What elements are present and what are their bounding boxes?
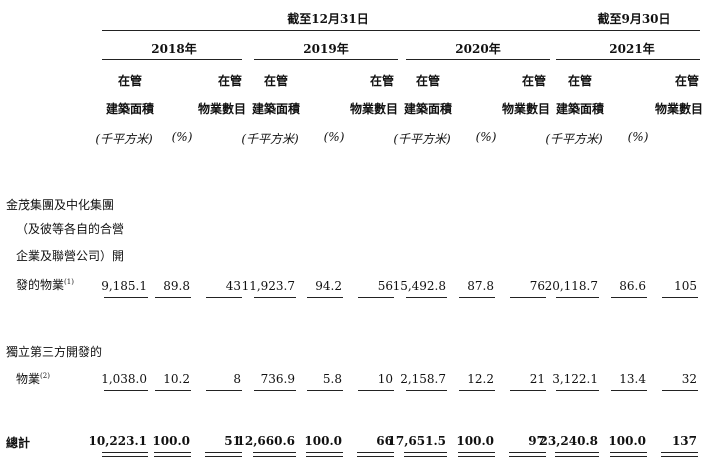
col-count-2018-line2: 物業數目 bbox=[197, 102, 247, 116]
r1-count-2019: 56 bbox=[377, 279, 393, 293]
col-gfa-2018-line2: 建築面積 bbox=[105, 102, 155, 116]
r1-gfa-2018: 9,185.1 bbox=[101, 279, 147, 293]
r1-gfa-2019: 11,923.7 bbox=[241, 279, 295, 293]
year-2018: 2018年 bbox=[151, 42, 197, 56]
r2-count-2018: 8 bbox=[233, 372, 241, 386]
r2-gfa-2019: 736.9 bbox=[260, 372, 295, 386]
col-gfa-2018-unit: (千平方米) bbox=[95, 132, 153, 146]
row2-footnote: (2) bbox=[40, 372, 50, 380]
r1-gfa-2020: 15,492.8 bbox=[392, 279, 446, 293]
total-count-2021: 137 bbox=[671, 434, 697, 448]
col-gfa-2020-line1: 在管 bbox=[415, 74, 441, 88]
r2-pct-2020: 12.2 bbox=[467, 372, 494, 386]
total-count-2020: 97 bbox=[528, 434, 545, 448]
col-gfa-2021-line1: 在管 bbox=[567, 74, 593, 88]
r1-count-2018: 43 bbox=[225, 279, 241, 293]
r2-count-2020: 21 bbox=[529, 372, 545, 386]
period-underline-september bbox=[556, 30, 700, 31]
total-pct-2018: 100.0 bbox=[152, 434, 190, 448]
total-gfa-2019: 12,660.6 bbox=[236, 434, 295, 448]
r1-pct-2021: 86.6 bbox=[619, 279, 646, 293]
total-pct-2020: 100.0 bbox=[456, 434, 494, 448]
col-pct-2019-unit: (%) bbox=[323, 130, 345, 144]
total-gfa-2021: 23,240.8 bbox=[539, 434, 598, 448]
col-gfa-2020-line2: 建築面積 bbox=[403, 102, 453, 116]
col-gfa-2021-unit: (千平方米) bbox=[545, 132, 603, 146]
col-count-2021-line1: 在管 bbox=[674, 74, 700, 88]
col-gfa-2019-line2: 建築面積 bbox=[251, 102, 301, 116]
total-pct-2021: 100.0 bbox=[608, 434, 646, 448]
year-underline-2021 bbox=[556, 59, 700, 60]
year-2021: 2021年 bbox=[609, 42, 655, 56]
row1-label-line2: （及彼等各自的合營 bbox=[16, 222, 125, 236]
col-count-2019-line1: 在管 bbox=[369, 74, 395, 88]
r2-gfa-2021: 3,122.1 bbox=[552, 372, 598, 386]
total-gfa-2020: 17,651.5 bbox=[387, 434, 446, 448]
total-pct-2019: 100.0 bbox=[304, 434, 342, 448]
row1-label-line3: 企業及聯營公司）開 bbox=[16, 249, 125, 263]
r1-pct-2018: 89.8 bbox=[163, 279, 190, 293]
r2-count-2019: 10 bbox=[377, 372, 393, 386]
col-count-2019-line2: 物業數目 bbox=[349, 102, 399, 116]
r2-gfa-2018: 1,038.0 bbox=[101, 372, 147, 386]
r1-count-2021: 105 bbox=[674, 279, 697, 293]
r1-pct-2019: 94.2 bbox=[315, 279, 342, 293]
row1-label-line4: 發的物業(1) bbox=[16, 278, 74, 292]
year-underline-2018 bbox=[102, 59, 242, 60]
year-underline-2020 bbox=[406, 59, 550, 60]
r1-gfa-2021: 20,118.7 bbox=[544, 279, 598, 293]
col-gfa-2018-line1: 在管 bbox=[117, 74, 143, 88]
r2-pct-2019: 5.8 bbox=[322, 372, 342, 386]
total-label: 總計 bbox=[6, 436, 31, 450]
total-count-2018: 51 bbox=[224, 434, 241, 448]
r1-pct-2020: 87.8 bbox=[467, 279, 494, 293]
row2-label-line1: 獨立第三方開發的 bbox=[6, 345, 103, 359]
col-pct-2020-unit: (%) bbox=[475, 130, 497, 144]
r2-count-2021: 32 bbox=[681, 372, 697, 386]
row1-footnote: (1) bbox=[64, 278, 74, 286]
col-gfa-2020-unit: (千平方米) bbox=[393, 132, 451, 146]
col-count-2020-line1: 在管 bbox=[521, 74, 547, 88]
year-underline-2019 bbox=[254, 59, 398, 60]
col-pct-2021-unit: (%) bbox=[627, 130, 649, 144]
year-2020: 2020年 bbox=[455, 42, 501, 56]
col-pct-2018-unit: (%) bbox=[171, 130, 193, 144]
r1-count-2020: 76 bbox=[529, 279, 545, 293]
year-2019: 2019年 bbox=[303, 42, 349, 56]
period-header-december: 截至12月31日 bbox=[287, 12, 369, 26]
total-gfa-2018: 10,223.1 bbox=[88, 434, 147, 448]
total-count-2019: 66 bbox=[376, 434, 393, 448]
col-gfa-2019-unit: (千平方米) bbox=[241, 132, 299, 146]
col-gfa-2021-line2: 建築面積 bbox=[555, 102, 605, 116]
col-count-2018-line1: 在管 bbox=[217, 74, 243, 88]
col-gfa-2019-line1: 在管 bbox=[263, 74, 289, 88]
row2-label-line2: 物業(2) bbox=[16, 372, 50, 386]
col-count-2021-line2: 物業數目 bbox=[654, 102, 704, 116]
row1-label-line1: 金茂集團及中化集團 bbox=[6, 198, 115, 212]
period-underline-december bbox=[102, 30, 609, 31]
r2-gfa-2020: 2,158.7 bbox=[400, 372, 446, 386]
r2-pct-2018: 10.2 bbox=[163, 372, 190, 386]
r2-pct-2021: 13.4 bbox=[619, 372, 646, 386]
period-header-september: 截至9月30日 bbox=[597, 12, 671, 26]
col-count-2020-line2: 物業數目 bbox=[501, 102, 551, 116]
